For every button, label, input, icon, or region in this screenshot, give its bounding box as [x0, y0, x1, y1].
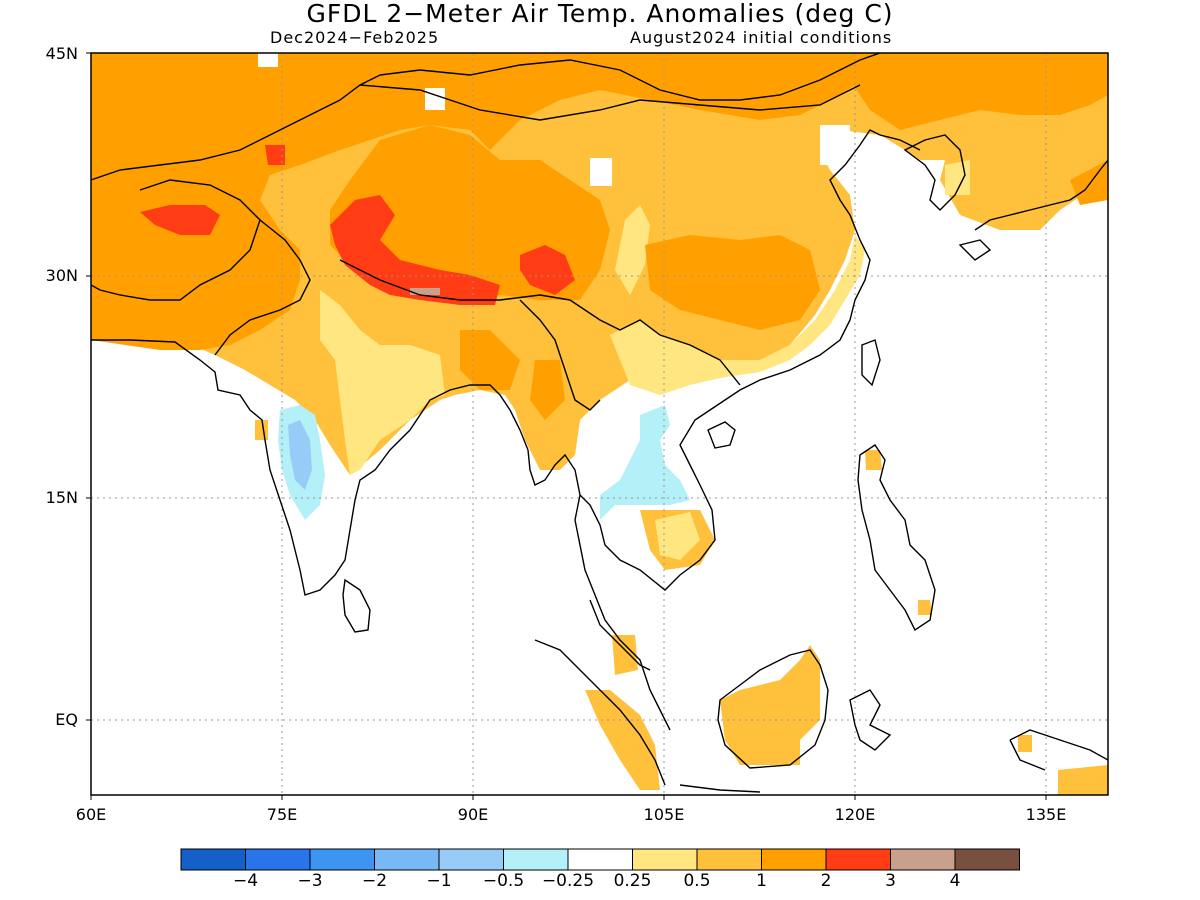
initial-conditions: August2024 initial conditions [630, 28, 893, 47]
colorbar-label: −1 [426, 871, 452, 891]
colorbar-swatch [761, 848, 827, 871]
colorbar-label: 1 [756, 871, 767, 891]
coastlines [91, 53, 1108, 793]
colorbar-label: −3 [297, 871, 323, 891]
lat-label-eq: EQ [55, 710, 78, 729]
border-tibet [339, 259, 571, 301]
lon-label-60e: 60E [75, 805, 107, 824]
lon-label-90e: 90E [457, 805, 489, 824]
sumatra [534, 639, 666, 786]
srilanka-coast [342, 578, 371, 633]
colorbar-label: 2 [820, 871, 832, 891]
philippines [857, 444, 936, 632]
anomaly-region-2-3 [330, 195, 500, 305]
indochina-coast [579, 129, 921, 591]
colorbar-label: −0.5 [482, 871, 525, 891]
lat-label-45n: 45N [45, 44, 78, 63]
colorbar-swatch [180, 848, 246, 871]
taiwan [861, 339, 881, 387]
colorbar-swatch [890, 848, 956, 871]
anomaly-fields [91, 53, 1108, 795]
japan [958, 159, 1108, 261]
colorbar-swatch [954, 848, 1020, 871]
new-guinea [1009, 729, 1108, 771]
plot-frame [90, 52, 1109, 796]
colorbar-label: 0.5 [683, 871, 711, 891]
colorbar-swatch [503, 848, 569, 871]
forecast-period: Dec2024−Feb2025 [270, 28, 440, 47]
lon-label-105e: 105E [643, 805, 685, 824]
border-china-south [569, 299, 741, 386]
lat-label-30n: 30N [45, 266, 78, 285]
border-myanmar [519, 299, 601, 411]
hainan [707, 421, 736, 449]
border-central [91, 53, 881, 181]
malay-peninsula [589, 599, 651, 671]
colorbar-label: −0.25 [541, 871, 595, 891]
colorbar-label: −2 [361, 871, 388, 891]
colorbar-swatch [825, 848, 891, 871]
border-pak-india [214, 219, 311, 356]
colorbar-label: 3 [885, 871, 896, 891]
colorbar-swatch [438, 848, 504, 871]
colorbar-swatch [309, 848, 375, 871]
colorbar-swatch [567, 848, 633, 871]
border-afghan [91, 179, 261, 301]
colorbar-swatch [245, 848, 311, 871]
colorbar [180, 848, 1020, 871]
lat-label-15n: 15N [45, 488, 78, 507]
colorbar-swatch [632, 848, 698, 871]
axis-ticks [86, 52, 1047, 800]
sulawesi [849, 689, 892, 751]
java [679, 784, 761, 793]
korea [903, 134, 966, 211]
lon-label-75e: 75E [266, 805, 298, 824]
lon-label-120e: 120E [834, 805, 876, 824]
colorbar-swatch [696, 848, 762, 871]
colorbar-label: 0.25 [613, 871, 652, 891]
gridlines [91, 53, 1108, 795]
colorbar-swatch [374, 848, 440, 871]
colorbar-label: −4 [232, 871, 259, 891]
map-title: GFDL 2−Meter Air Temp. Anomalies (deg C) [306, 0, 894, 28]
colorbar-label: 4 [949, 871, 961, 891]
borneo [717, 649, 829, 769]
bay-bengal-east [509, 409, 671, 731]
border-mongolia [359, 84, 861, 121]
india-coast [91, 339, 511, 596]
lon-label-135e: 135E [1025, 805, 1067, 824]
